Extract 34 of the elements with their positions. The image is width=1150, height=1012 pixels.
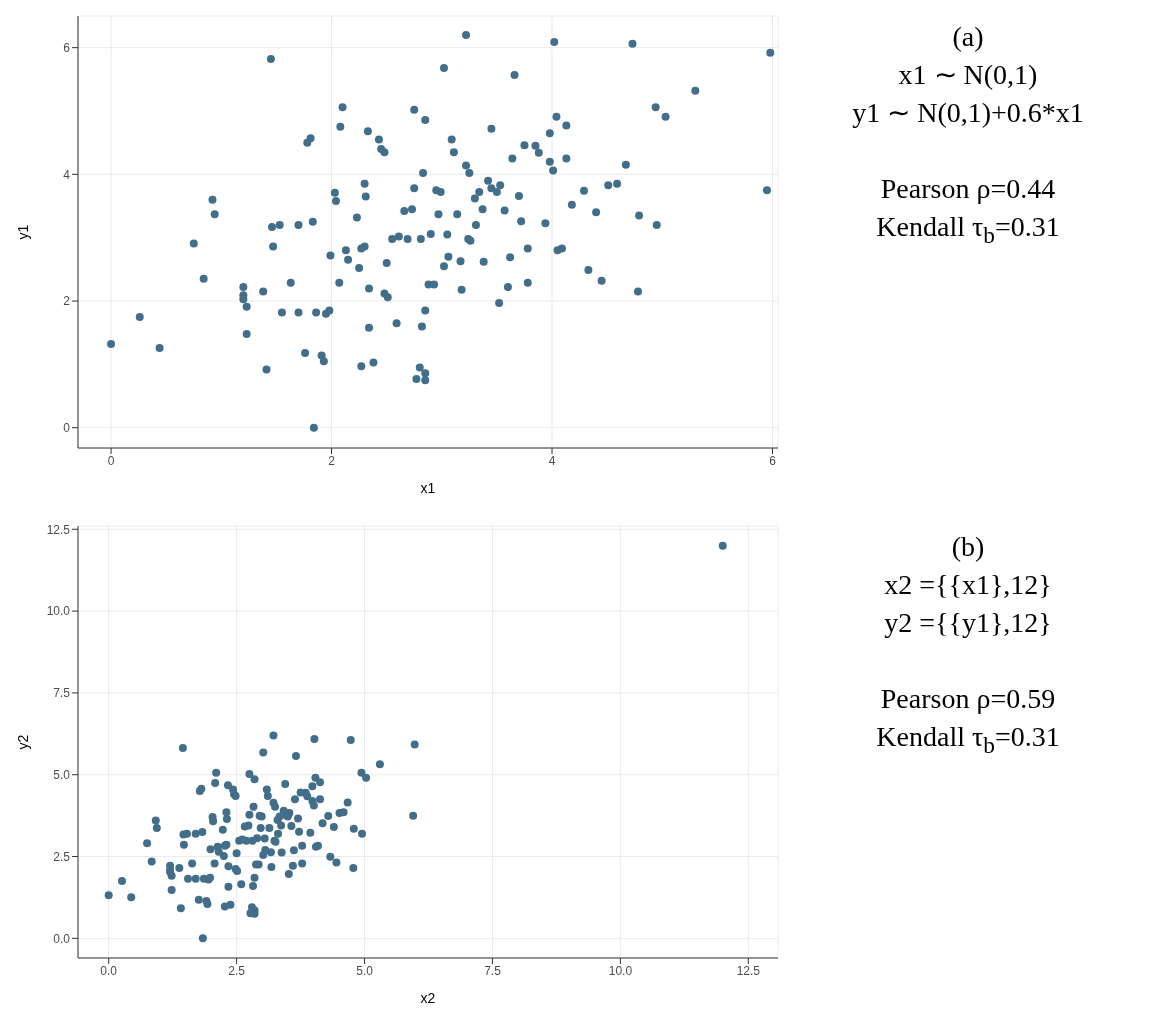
x-tick-label: 7.5	[484, 963, 502, 978]
text: Kendall τ$_{b}$=0.31	[875, 210, 1061, 250]
text: y2 ={{y1},12}	[883, 606, 1053, 640]
x-tick-label: 10.0	[608, 963, 633, 978]
y-axis-title: y2	[14, 734, 31, 750]
x-tick-label: 6	[769, 453, 777, 468]
text: x1 ∼ N(0,1)	[897, 58, 1039, 92]
y-tick-label: 4	[63, 167, 71, 182]
x-tick-label: 5.0	[356, 963, 374, 978]
y-tick-label: 12.5	[46, 522, 71, 537]
y-tick-label: 5.0	[53, 767, 71, 782]
text: y1 ∼ N(0,1)+0.6*x1	[851, 96, 1085, 130]
x-axis-title: x2	[420, 990, 436, 1006]
text: Kendall τ$_{b}$=0.31	[875, 720, 1061, 760]
x-tick-label: 2.5	[228, 963, 246, 978]
text: Pearson ρ=0.59	[879, 682, 1057, 716]
y-tick-label: 2.5	[53, 849, 71, 864]
y-tick-label: 10.0	[46, 604, 71, 619]
y-tick-label: 7.5	[53, 686, 71, 701]
x-tick-label: 2	[328, 453, 336, 468]
y-tick-label: 0.0	[53, 931, 71, 946]
text: (a)	[951, 20, 985, 54]
x-axis-title: x1	[420, 480, 436, 496]
text: Pearson ρ=0.44	[879, 172, 1057, 206]
y-tick-label: 2	[63, 294, 71, 309]
x-tick-label: 0	[107, 453, 115, 468]
x-tick-label: 12.5	[736, 963, 761, 978]
x-tick-label: 4	[548, 453, 556, 468]
y-axis-title: y1	[14, 224, 31, 240]
y-tick-label: 0	[63, 420, 71, 435]
text: x2 ={{x1},12}	[883, 568, 1053, 602]
x-tick-label: 0.0	[100, 963, 118, 978]
y-tick-label: 6	[63, 40, 71, 55]
text: (b)	[950, 530, 986, 564]
